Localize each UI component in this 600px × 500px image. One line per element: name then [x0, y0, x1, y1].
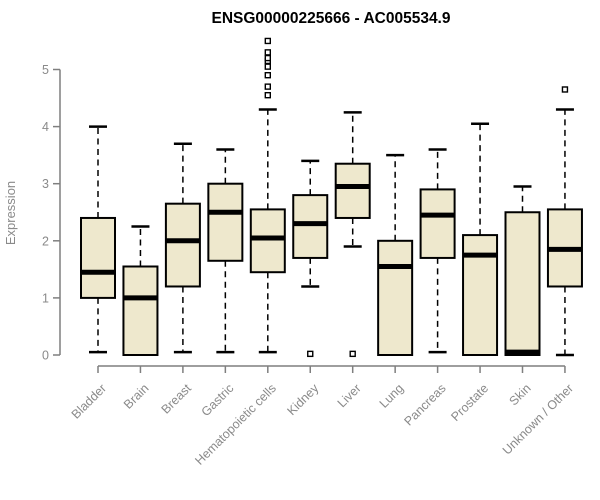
box-gastric — [207, 148, 244, 354]
box-skin — [504, 185, 541, 356]
y-tick-label: 2 — [42, 234, 49, 248]
outlier-point — [264, 72, 271, 79]
outlier-point — [307, 350, 314, 358]
x-tick-label-kidney: Kidney — [284, 381, 321, 418]
iqr-box — [377, 239, 414, 356]
x-tick-label-breast: Breast — [159, 381, 195, 417]
iqr-box — [122, 265, 159, 356]
outlier-point — [264, 91, 271, 99]
x-tick-label-prostate: Prostate — [448, 381, 491, 424]
iqr-box — [80, 216, 116, 299]
x-tick-label-lung: Lung — [377, 381, 407, 411]
box-liver — [334, 111, 371, 358]
box-brain — [122, 225, 159, 356]
outlier-point — [264, 63, 271, 70]
iqr-box — [334, 162, 371, 219]
iqr-box — [419, 188, 456, 259]
x-tick-label-hematopoietic-cells: Hematopoietic cells — [192, 381, 279, 468]
iqr-box — [504, 211, 541, 356]
x-tick-label-gastric: Gastric — [199, 381, 237, 419]
box-pancreas — [419, 148, 456, 354]
x-tick-label-pancreas: Pancreas — [401, 381, 448, 428]
x-tick-label-bladder: Bladder — [69, 381, 109, 421]
box-lung — [377, 153, 414, 356]
y-tick-label: 1 — [42, 291, 49, 305]
x-tick-label-brain: Brain — [121, 381, 152, 412]
iqr-box — [164, 202, 201, 288]
outlier-point — [561, 86, 569, 93]
iqr-box — [207, 182, 244, 262]
box-breast — [164, 142, 201, 354]
y-tick-label: 0 — [42, 349, 49, 363]
box-prostate — [462, 122, 499, 356]
box-kidney — [292, 159, 329, 358]
box-bladder — [80, 125, 116, 354]
outlier-point — [349, 350, 356, 358]
chart-title: ENSG00000225666 - AC005534.9 — [212, 10, 451, 27]
y-tick-label: 5 — [42, 63, 49, 77]
iqr-box — [249, 208, 286, 274]
y-axis-label: Expression — [3, 181, 18, 245]
y-tick-label: 3 — [42, 177, 49, 191]
x-tick-label-skin: Skin — [507, 381, 534, 408]
box-series — [80, 37, 583, 358]
outlier-point — [264, 37, 271, 45]
box-unknown-other — [546, 86, 583, 357]
iqr-box — [292, 194, 329, 259]
outlier-point — [264, 49, 271, 56]
x-tick-label-liver: Liver — [335, 381, 364, 410]
outlier-point — [264, 54, 271, 62]
outlier-point — [264, 83, 271, 90]
box-hematopoietic-cells — [249, 37, 286, 354]
y-tick-label: 4 — [42, 120, 49, 134]
